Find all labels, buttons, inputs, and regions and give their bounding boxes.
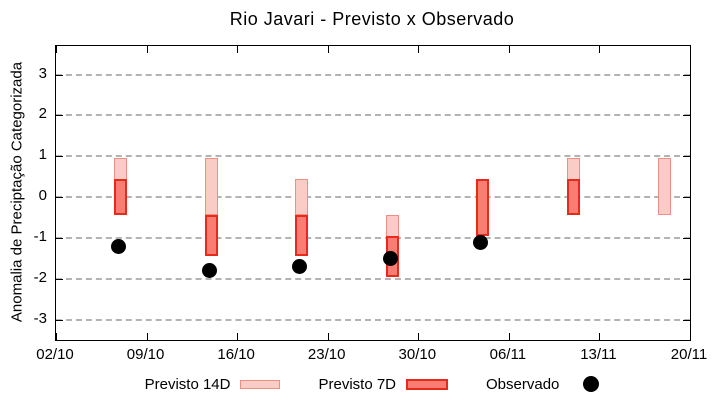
- x-tick-label: 09/10: [126, 346, 165, 363]
- plot-area: [55, 45, 691, 341]
- y-tick-right: [683, 156, 690, 158]
- previsto-7d-swatch-icon: [406, 378, 449, 390]
- x-tick-top: [146, 46, 148, 53]
- gridline-y2: [56, 114, 690, 117]
- gridline-y3: [56, 73, 690, 76]
- x-tick-top: [690, 46, 691, 53]
- forecast-7d-bar: [204, 215, 218, 257]
- legend-label-previsto-7d: Previsto 7D: [318, 375, 397, 393]
- x-tick-top: [599, 46, 601, 53]
- gridline-y1: [56, 155, 690, 158]
- y-tick-label: 3: [38, 64, 47, 82]
- y-tick-right: [683, 319, 690, 321]
- y-tick-right: [683, 237, 690, 239]
- x-tick-label: 02/10: [36, 346, 74, 363]
- y-tick-left: [56, 74, 63, 76]
- x-tick-top: [237, 46, 239, 53]
- y-tick-right: [683, 115, 690, 117]
- gridline-y-3: [56, 318, 690, 321]
- y-tick-label: 0: [38, 187, 47, 205]
- x-tick-label: 13/11: [580, 346, 617, 363]
- x-tick-label: 16/10: [217, 346, 255, 363]
- x-tick-top: [508, 46, 510, 53]
- y-tick-left: [56, 278, 63, 280]
- y-tick-label: 2: [38, 105, 47, 123]
- y-tick-right: [683, 197, 690, 199]
- previsto-14d-swatch-icon: [240, 379, 281, 389]
- x-tick-top: [418, 46, 420, 53]
- y-tick-label: -2: [33, 268, 47, 286]
- gridline-y-2: [56, 277, 690, 280]
- legend-label-observado: Observado: [486, 375, 560, 393]
- y-tick-left: [56, 115, 63, 117]
- observed-dot: [382, 250, 398, 266]
- forecast-7d-bar: [567, 178, 581, 216]
- y-tick-right: [683, 74, 690, 76]
- observado-dot-icon: [583, 376, 600, 392]
- x-tick-bottom: [237, 333, 239, 340]
- forecast-14d-bar: [204, 158, 218, 216]
- x-tick-bottom: [508, 333, 510, 340]
- y-tick-label: 1: [38, 146, 47, 164]
- gridline-y-1: [56, 236, 690, 239]
- y-tick-left: [56, 319, 63, 321]
- observed-dot: [201, 263, 217, 279]
- x-tick-label: 20/11: [670, 346, 708, 363]
- y-tick-left: [56, 237, 63, 239]
- observed-dot: [292, 259, 308, 274]
- x-tick-bottom: [327, 333, 329, 340]
- y-tick-right: [683, 278, 690, 280]
- chart-title: Rio Javari - Previsto x Observado: [229, 9, 515, 29]
- observed-dot: [473, 234, 489, 250]
- legend: Previsto 14D Previsto 7D Observado: [55, 374, 689, 394]
- legend-item-previsto-7d: Previsto 7D: [318, 375, 449, 393]
- forecast-7d-bar: [476, 178, 490, 236]
- x-tick-top: [327, 46, 329, 53]
- y-tick-left: [56, 156, 63, 158]
- y-tick-label: -1: [33, 227, 47, 245]
- x-tick-label: 30/10: [398, 346, 437, 363]
- forecast-14d-bar: [657, 158, 671, 216]
- legend-label-previsto-14d: Previsto 14D: [144, 375, 231, 393]
- x-tick-top: [56, 46, 57, 53]
- y-tick-label: -3: [33, 309, 47, 327]
- x-tick-bottom: [146, 333, 148, 340]
- forecast-14d-bar: [295, 178, 309, 216]
- legend-item-observado: Observado: [486, 375, 600, 393]
- x-tick-label: 06/11: [489, 346, 527, 363]
- y-tick-left: [56, 197, 63, 199]
- forecast-7d-bar: [295, 215, 309, 257]
- legend-item-previsto-14d: Previsto 14D: [145, 376, 281, 393]
- forecast-7d-bar: [114, 178, 128, 216]
- x-tick-bottom: [418, 333, 420, 340]
- x-tick-bottom: [599, 333, 601, 340]
- observed-dot: [111, 238, 127, 254]
- x-tick-bottom: [56, 333, 57, 340]
- gridline-y0: [56, 196, 690, 199]
- x-tick-label: 23/10: [307, 346, 346, 363]
- x-tick-bottom: [690, 333, 691, 340]
